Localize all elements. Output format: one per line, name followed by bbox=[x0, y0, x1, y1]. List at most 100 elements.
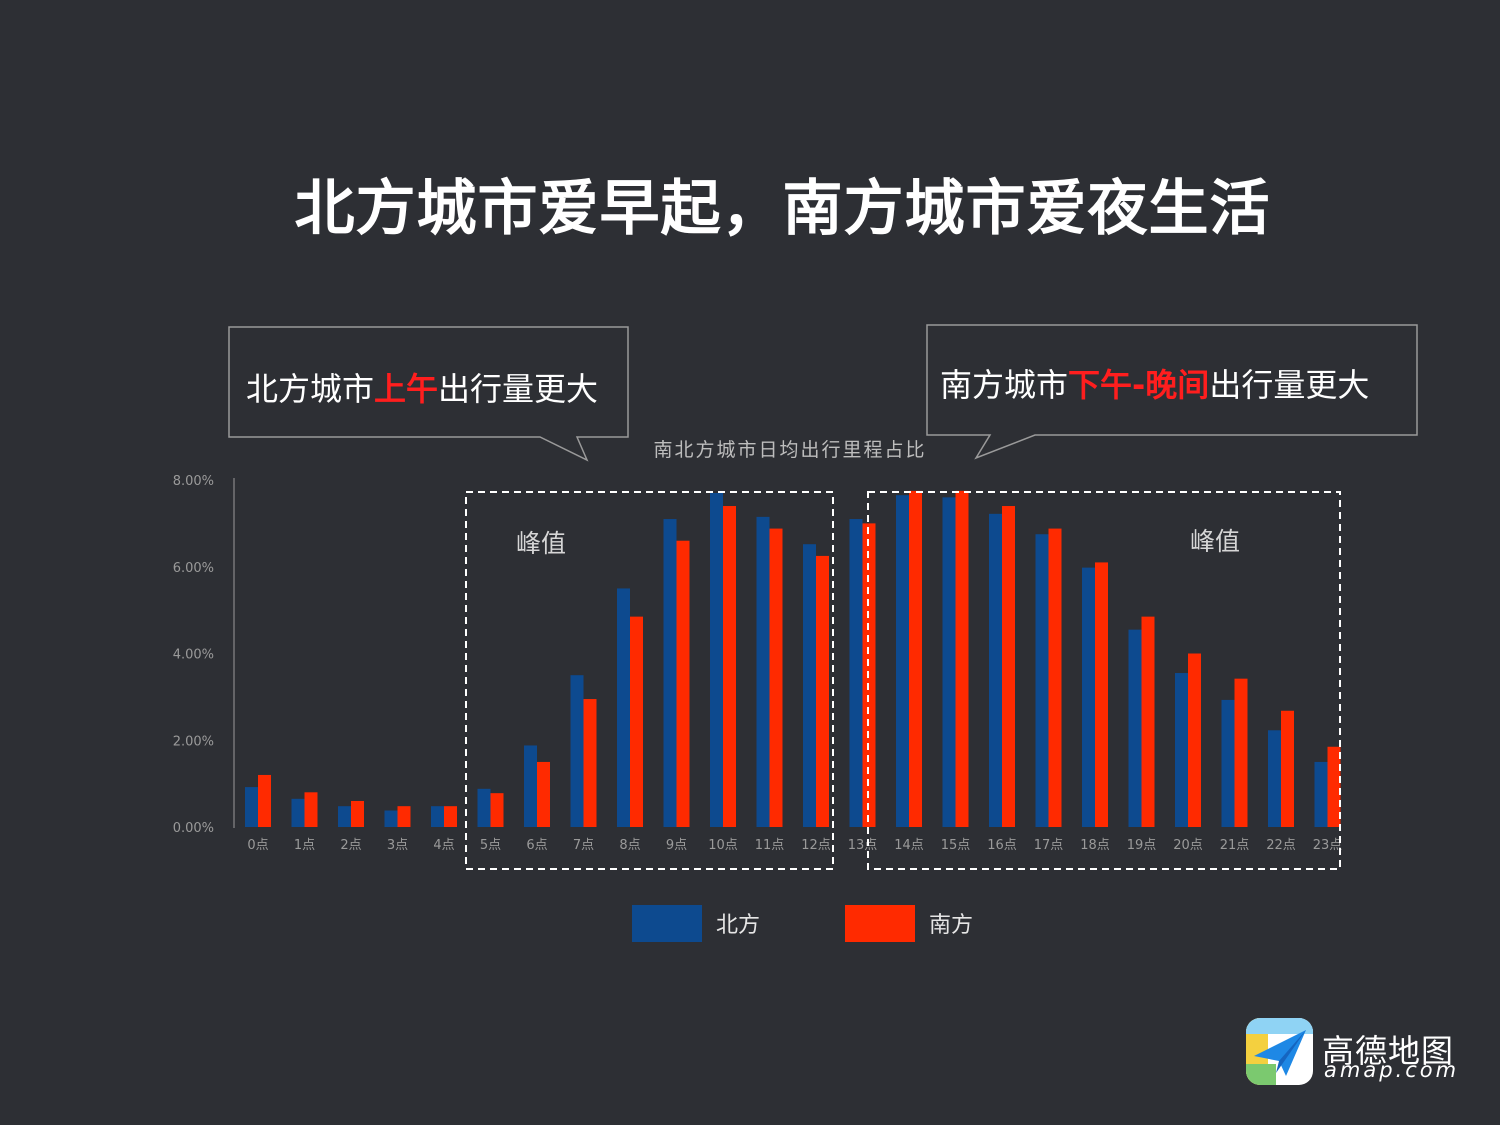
callout-left-box bbox=[228, 326, 629, 462]
x-tick-label: 20点 bbox=[1173, 838, 1203, 853]
x-tick-label: 18点 bbox=[1080, 838, 1110, 853]
x-tick-label: 21点 bbox=[1220, 838, 1250, 853]
bar-north-20 bbox=[1175, 673, 1188, 827]
bar-south-6 bbox=[537, 761, 550, 827]
x-tick-label: 7点 bbox=[573, 838, 594, 853]
bar-south-8 bbox=[630, 616, 643, 827]
bar-north-16 bbox=[989, 513, 1002, 827]
x-tick-label: 16点 bbox=[987, 838, 1017, 853]
peak-label-morning: 峰值 bbox=[516, 529, 567, 558]
bar-north-17 bbox=[1035, 534, 1049, 827]
callout-right: 南方城市下午-晚间出行量更大 bbox=[940, 360, 1369, 406]
bar-south-16 bbox=[1002, 506, 1015, 827]
bar-north-14 bbox=[896, 495, 909, 827]
x-tick-label: 2点 bbox=[340, 838, 361, 853]
bar-north-3 bbox=[384, 810, 398, 827]
x-tick-label: 15点 bbox=[941, 838, 971, 853]
y-tick-label: 4.00% bbox=[173, 648, 214, 663]
callout-right-pre: 南方城市 bbox=[940, 366, 1069, 404]
x-tick-label: 1点 bbox=[294, 838, 315, 853]
peak-region-morning bbox=[465, 491, 834, 870]
bar-north-4 bbox=[431, 806, 444, 827]
bar-north-11 bbox=[756, 516, 770, 827]
brand-url: amap.com bbox=[1324, 1058, 1460, 1082]
bar-south-10 bbox=[723, 506, 736, 827]
x-tick-label: 19点 bbox=[1127, 838, 1157, 853]
bar-north-1 bbox=[291, 798, 305, 827]
bar-south-12 bbox=[816, 555, 829, 827]
peak-region-evening bbox=[867, 491, 1341, 870]
bar-north-2 bbox=[338, 806, 351, 827]
bar-north-23 bbox=[1314, 761, 1328, 827]
bar-north-18 bbox=[1082, 567, 1095, 827]
bar-south-3 bbox=[397, 806, 411, 827]
bar-south-14 bbox=[909, 490, 922, 827]
x-tick-label: 8点 bbox=[619, 838, 640, 853]
brand-name: 高德地图 bbox=[1322, 1032, 1455, 1070]
x-tick-label: 9点 bbox=[666, 838, 687, 853]
x-tick-label: 5点 bbox=[480, 838, 501, 853]
callout-left-highlight: 上午 bbox=[374, 370, 439, 408]
bar-north-0 bbox=[245, 787, 258, 827]
callout-right-highlight: 下午-晚间 bbox=[1068, 366, 1210, 404]
bar-north-6 bbox=[524, 745, 537, 827]
callout-left-post: 出行量更大 bbox=[438, 370, 599, 408]
bar-north-22 bbox=[1268, 730, 1281, 827]
y-tick-label: 2.00% bbox=[173, 734, 214, 749]
bar-south-21 bbox=[1234, 678, 1248, 827]
x-tick-label: 14点 bbox=[894, 838, 924, 853]
bar-north-19 bbox=[1128, 629, 1142, 827]
legend-swatch-north bbox=[632, 905, 702, 942]
bar-north-5 bbox=[477, 788, 491, 827]
bar-south-2 bbox=[351, 800, 364, 827]
bar-south-5 bbox=[490, 793, 504, 827]
x-tick-label: 17点 bbox=[1034, 838, 1064, 853]
callout-right-post: 出行量更大 bbox=[1209, 366, 1370, 404]
page-title: 北方城市爱早起，南方城市爱夜生活 bbox=[294, 174, 1271, 244]
x-tick-label: 4点 bbox=[433, 838, 454, 853]
bar-north-15 bbox=[942, 497, 956, 827]
legend-label-south: 南方 bbox=[929, 913, 974, 938]
bar-south-19 bbox=[1141, 616, 1155, 827]
bar-south-20 bbox=[1188, 653, 1201, 827]
bar-south-4 bbox=[444, 806, 457, 827]
bar-north-9 bbox=[663, 519, 677, 827]
x-tick-label: 6点 bbox=[526, 838, 547, 853]
x-tick-label: 12点 bbox=[801, 838, 831, 853]
x-tick-label: 10点 bbox=[708, 838, 738, 853]
bar-south-11 bbox=[769, 528, 783, 827]
bar-south-22 bbox=[1281, 710, 1294, 827]
bar-south-23 bbox=[1327, 746, 1341, 827]
bar-south-18 bbox=[1095, 562, 1108, 827]
callout-left: 北方城市上午出行量更大 bbox=[246, 364, 598, 410]
paper-plane-icon bbox=[1246, 1018, 1313, 1085]
bar-north-8 bbox=[617, 588, 630, 827]
bar-north-12 bbox=[803, 544, 816, 827]
bar-south-9 bbox=[676, 540, 690, 827]
x-tick-label: 0点 bbox=[247, 838, 268, 853]
bar-south-1 bbox=[304, 792, 318, 827]
bar-north-13 bbox=[849, 519, 863, 827]
callout-left-pre: 北方城市 bbox=[246, 370, 375, 408]
y-tick-label: 8.00% bbox=[173, 474, 214, 489]
bar-south-15 bbox=[955, 490, 969, 827]
x-tick-label: 11点 bbox=[755, 838, 785, 853]
bar-south-0 bbox=[258, 774, 271, 827]
x-tick-label: 3点 bbox=[387, 838, 408, 853]
bar-south-17 bbox=[1048, 528, 1062, 827]
bar-north-21 bbox=[1221, 699, 1235, 827]
x-tick-label: 23点 bbox=[1313, 838, 1343, 853]
bar-north-7 bbox=[570, 675, 584, 827]
legend-label-north: 北方 bbox=[716, 913, 761, 938]
chart-title: 南北方城市日均出行里程占比 bbox=[653, 439, 927, 461]
peak-label-evening: 峰值 bbox=[1190, 527, 1241, 556]
x-tick-label: 22点 bbox=[1266, 838, 1296, 853]
bar-south-7 bbox=[583, 699, 597, 827]
y-tick-label: 0.00% bbox=[173, 821, 214, 836]
bar-north-10 bbox=[710, 493, 723, 827]
y-tick-label: 6.00% bbox=[173, 561, 214, 576]
brand-logo bbox=[1246, 1018, 1313, 1085]
x-tick-label: 13点 bbox=[848, 838, 878, 853]
callout-right-box bbox=[926, 324, 1418, 460]
